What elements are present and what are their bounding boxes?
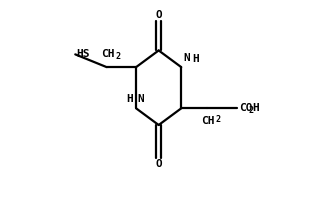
Text: H: H [252,103,259,113]
Text: O: O [155,10,162,20]
Text: H: H [126,94,133,104]
Text: HS: HS [76,49,90,59]
Text: 2: 2 [248,106,253,115]
Text: 2: 2 [216,115,221,124]
Text: O: O [155,159,162,169]
Text: N: N [137,94,144,104]
Text: CH: CH [101,49,114,59]
Text: 2: 2 [116,52,121,61]
Text: CH: CH [201,116,214,126]
Text: H: H [192,54,199,64]
Text: CO: CO [239,103,253,113]
Text: N: N [184,53,190,63]
